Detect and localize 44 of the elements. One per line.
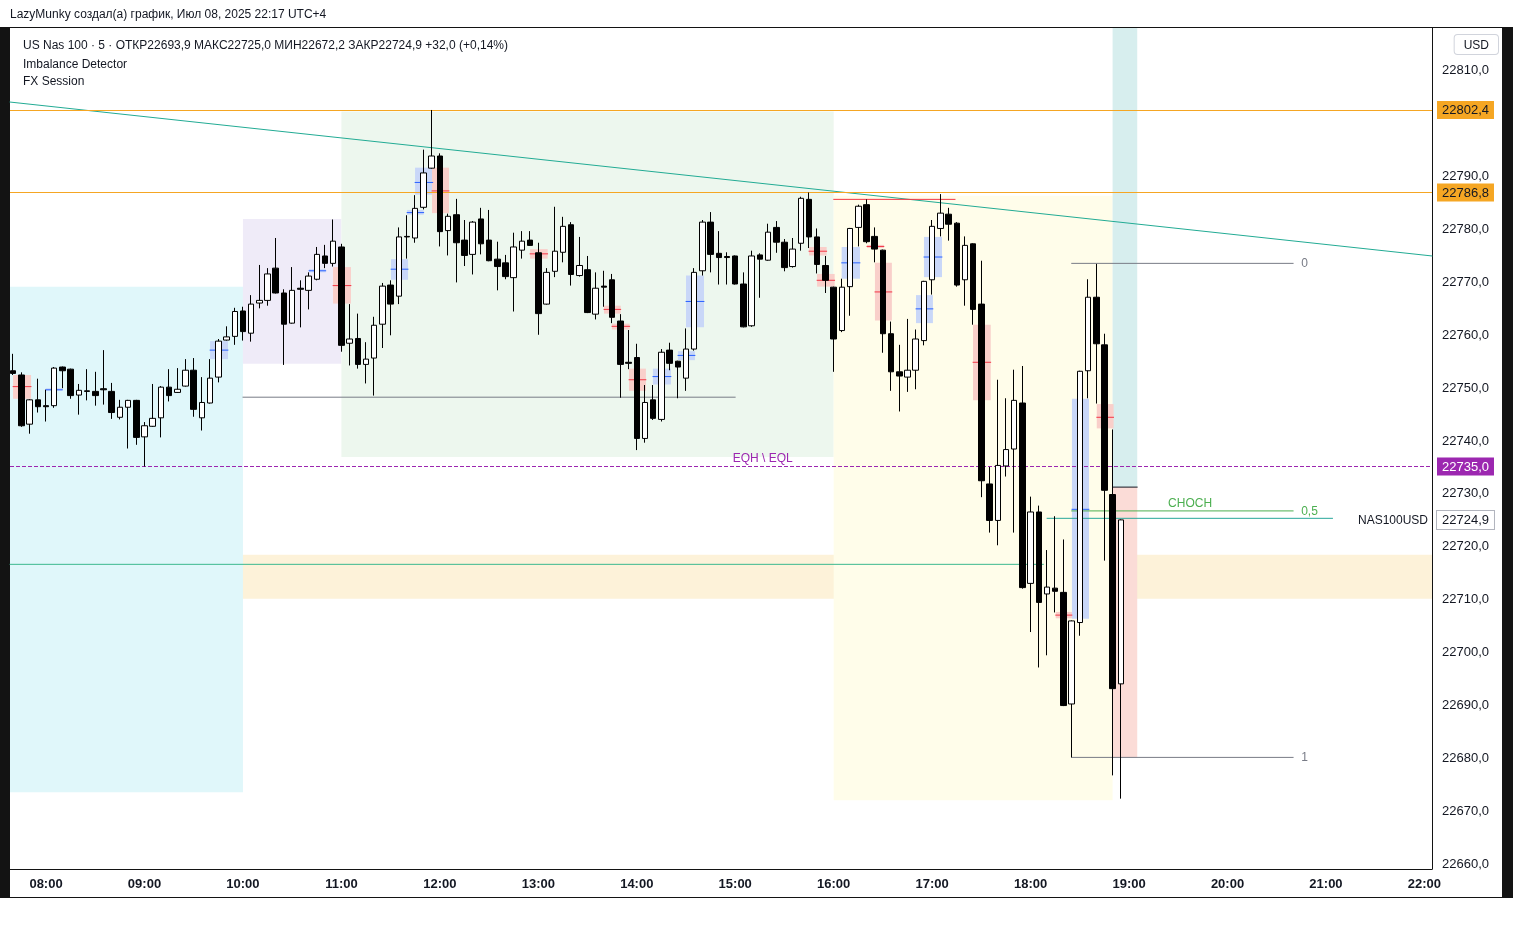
annotation: CHOCH xyxy=(1168,495,1213,510)
y-tick-label: 22710,0 xyxy=(1442,591,1489,607)
ref-line-label: 22735,0 xyxy=(1442,458,1489,474)
annotation: EQH \ EQL xyxy=(732,451,794,466)
text: US Nas 100 · 5 · ОТКР22693,9 МАКС22725,0 МИН22672,2 ЗАКР22724,9 +32,0 (+0,14%) xyxy=(23,38,508,52)
x-tick-label: 15:00 xyxy=(718,876,752,891)
series-label: 0,5 xyxy=(1301,503,1319,518)
y-tick-label: 22700,0 xyxy=(1442,644,1489,660)
annotation: NAS100USD xyxy=(1357,512,1429,527)
y-tick-label: 22720,0 xyxy=(1442,538,1489,554)
x-tick-label: 11:00 xyxy=(325,876,358,891)
y-tick-label: 22670,0 xyxy=(1442,802,1489,818)
x-tick-label: 20:00 xyxy=(1210,876,1245,891)
x-tick-label: 13:00 xyxy=(521,876,555,891)
y-tick-label: 22810,0 xyxy=(1442,62,1489,78)
x-tick-label: 14:00 xyxy=(620,876,654,891)
text: 22724,9 xyxy=(1442,512,1489,528)
x-tick-label: 10:00 xyxy=(226,876,260,891)
y-tick-label: 22760,0 xyxy=(1442,326,1489,342)
text: LazyMunky создал(а) график, Июл 08, 2025 22:17 UTC+4 xyxy=(10,7,327,21)
y-tick-label: 22690,0 xyxy=(1442,697,1489,712)
ref-line-label: 22786,8 xyxy=(1442,185,1489,200)
x-tick-label: 17:00 xyxy=(915,876,949,891)
x-tick-label: 16:00 xyxy=(817,876,851,891)
x-tick-label: 18:00 xyxy=(1013,876,1048,891)
y-tick-label: 22790,0 xyxy=(1442,168,1489,184)
series-label: 0 xyxy=(1301,256,1309,271)
y-tick-label: 22730,0 xyxy=(1442,485,1489,501)
text: USD xyxy=(1463,38,1490,52)
ref-line-label: 22802,4 xyxy=(1442,102,1489,118)
y-tick-label: 22770,0 xyxy=(1442,273,1489,289)
series-label: 1 xyxy=(1301,750,1309,765)
x-tick-label: 21:00 xyxy=(1309,876,1343,891)
x-tick-label: 12:00 xyxy=(423,876,457,891)
y-tick-label: 22750,0 xyxy=(1442,379,1489,395)
x-tick-label: 22:00 xyxy=(1407,876,1442,891)
x-tick-label: 19:00 xyxy=(1112,876,1146,891)
y-tick-label: 22660,0 xyxy=(1442,855,1489,871)
y-tick-label: 22740,0 xyxy=(1442,432,1489,448)
x-tick-label: 08:00 xyxy=(29,876,63,891)
x-tick-label: 09:00 xyxy=(127,876,162,891)
y-tick-label: 22680,0 xyxy=(1442,749,1489,765)
text: Imbalance Detector FX Session xyxy=(23,56,128,88)
y-tick-label: 22780,0 xyxy=(1442,220,1489,236)
